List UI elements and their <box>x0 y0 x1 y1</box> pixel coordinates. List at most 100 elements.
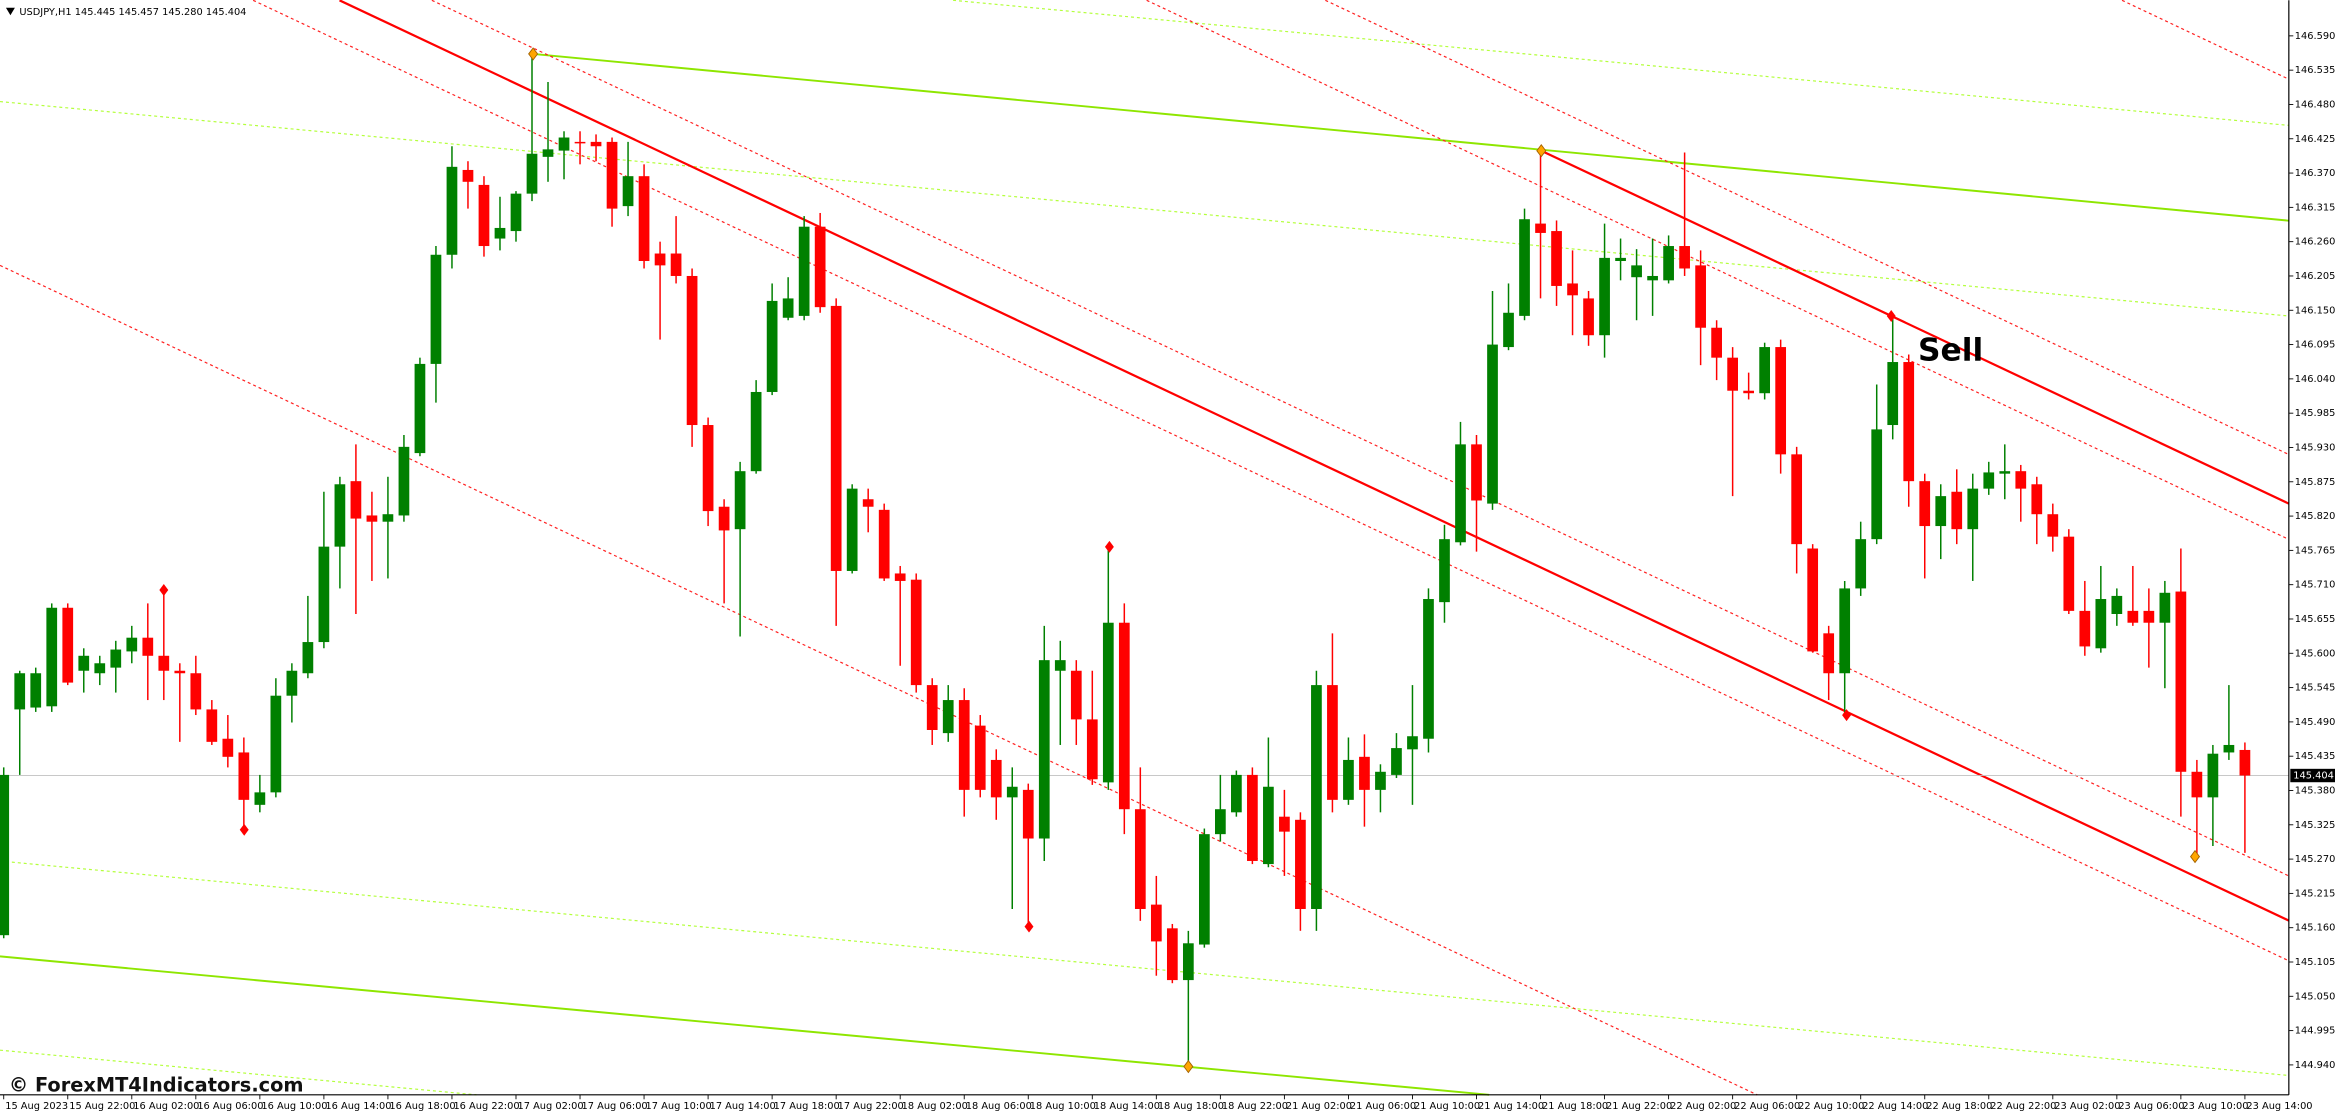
candle-body <box>142 637 154 656</box>
candle-body <box>910 579 922 686</box>
y-tick-label: 145.105 <box>2295 957 2335 968</box>
channel-dotted <box>1146 0 2290 540</box>
candle-body <box>702 425 714 512</box>
y-tick-label: 145.600 <box>2295 648 2335 659</box>
candle-body <box>1311 685 1322 909</box>
channel-dotted <box>0 860 2289 1077</box>
x-tick-label: 21 Aug 06:00 <box>1350 1101 1416 1112</box>
candle-body <box>654 253 666 266</box>
candle-body <box>46 607 58 707</box>
candle-body <box>638 176 650 262</box>
annotation: Sell <box>1918 333 1983 369</box>
candle-body <box>2111 595 2123 614</box>
candle-body <box>670 253 682 276</box>
x-tick-label: 16 Aug 06:00 <box>197 1101 263 1112</box>
candle-body <box>1791 454 1803 545</box>
candle-body <box>350 481 362 519</box>
candle-body <box>1391 748 1402 775</box>
price-tag-label: 145.404 <box>2293 771 2334 782</box>
x-tick-label: 17 Aug 14:00 <box>710 1101 776 1112</box>
marker <box>159 584 169 596</box>
channel-lines <box>0 0 2290 1096</box>
candle-body <box>0 774 10 936</box>
candle-body <box>1166 928 1178 981</box>
candle-body <box>766 300 778 392</box>
candle-body <box>1951 491 1963 530</box>
marker <box>1536 144 1547 158</box>
y-tick-label: 145.050 <box>2295 991 2335 1002</box>
candle-body <box>1279 816 1290 832</box>
x-tick-label: 22 Aug 02:00 <box>1670 1101 1736 1112</box>
candle-body <box>222 738 234 757</box>
y-tick-label: 146.480 <box>2295 99 2335 110</box>
candle-body <box>830 305 842 571</box>
symbol-header: USDJPY,H1 145.445 145.457 145.280 145.40… <box>19 7 246 18</box>
candle-body <box>718 506 730 531</box>
y-tick-label: 145.875 <box>2295 477 2335 488</box>
candle-body <box>1839 588 1851 674</box>
candle-body <box>78 655 90 671</box>
candle-body <box>398 446 410 516</box>
candle-body <box>1423 599 1434 739</box>
candle-body <box>1983 472 1995 489</box>
candle-body <box>1198 834 1210 945</box>
candle-body <box>494 227 506 239</box>
y-tick-label: 144.940 <box>2295 1060 2335 1071</box>
candle-body <box>1567 283 1578 296</box>
candle-body <box>990 759 1002 798</box>
y-tick-label: 146.095 <box>2295 340 2335 351</box>
y-tick-label: 146.535 <box>2295 65 2335 76</box>
candle-body <box>782 298 794 318</box>
x-tick-label: 23 Aug 02:00 <box>2054 1101 2120 1112</box>
candle-body <box>942 700 954 734</box>
candle-body <box>1807 548 1819 652</box>
marker <box>528 47 539 61</box>
x-tick-label: 18 Aug 18:00 <box>1158 1101 1224 1112</box>
candle-body <box>590 141 602 147</box>
candle-body <box>366 515 378 522</box>
candle-body <box>334 484 346 547</box>
x-tick-label: 17 Aug 18:00 <box>774 1101 840 1112</box>
candle-body <box>1999 471 2011 474</box>
candle-body <box>126 637 138 652</box>
channel-solid <box>1540 149 2290 505</box>
marker <box>1024 920 1034 933</box>
candle-body <box>1759 347 1771 394</box>
y-tick-label: 145.930 <box>2295 442 2335 453</box>
y-tick-label: 146.590 <box>2295 31 2335 42</box>
x-tick-label: 22 Aug 06:00 <box>1734 1101 1800 1112</box>
candle-body <box>1663 246 1674 281</box>
candle-body <box>1070 670 1082 720</box>
candle-body <box>1551 231 1562 286</box>
candle-body <box>958 700 970 790</box>
y-tick-label: 146.040 <box>2295 374 2335 385</box>
candle-body <box>1134 809 1146 909</box>
x-tick-label: 18 Aug 02:00 <box>902 1101 968 1112</box>
channel-dotted <box>1325 0 2290 456</box>
candle-body <box>574 141 586 144</box>
candle-body <box>1503 312 1514 348</box>
candle-body <box>1967 488 1979 530</box>
candle-body <box>1679 246 1690 269</box>
candle-body <box>1359 756 1370 790</box>
candle-body <box>926 685 938 730</box>
x-tick-label: 18 Aug 14:00 <box>1094 1101 1160 1112</box>
candle-body <box>190 673 202 710</box>
x-tick-label: 21 Aug 18:00 <box>1542 1101 1608 1112</box>
candle-body <box>2159 592 2171 623</box>
marker <box>1104 540 1114 553</box>
x-tick-label: 18 Aug 22:00 <box>1222 1101 1288 1112</box>
x-tick-label: 22 Aug 18:00 <box>1926 1101 1992 1112</box>
x-tick-label: 18 Aug 06:00 <box>966 1101 1032 1112</box>
candle-body <box>382 514 394 522</box>
candle-body <box>1150 904 1162 942</box>
y-tick-label: 145.985 <box>2295 408 2335 419</box>
x-tick-label: 16 Aug 14:00 <box>325 1101 391 1112</box>
candle-body <box>1695 265 1706 328</box>
candle-body <box>430 254 442 364</box>
candle-body <box>286 670 298 696</box>
candle-body <box>1086 719 1098 780</box>
candle-body <box>1247 774 1258 861</box>
candle-body <box>1022 789 1034 839</box>
